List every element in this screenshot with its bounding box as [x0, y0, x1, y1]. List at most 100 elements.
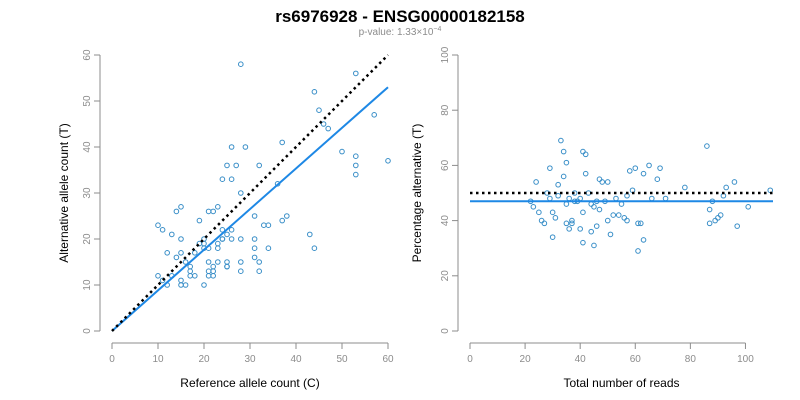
data-point [210, 268, 216, 275]
data-point [560, 148, 567, 155]
data-point [657, 165, 663, 171]
data-point [169, 231, 175, 238]
data-point [717, 212, 724, 218]
x-tick-label: 50 [336, 354, 348, 365]
data-point [178, 250, 184, 256]
data-point [182, 282, 189, 288]
data-point [353, 153, 359, 159]
data-point [596, 176, 603, 182]
data-point [178, 204, 184, 210]
data-point [228, 236, 235, 242]
data-point [224, 263, 230, 270]
data-point [745, 204, 752, 210]
data-point [569, 217, 575, 224]
data-point [155, 222, 161, 228]
data-point [536, 209, 542, 216]
reference-line [111, 54, 389, 332]
data-point [549, 234, 556, 240]
data-point [279, 217, 286, 224]
data-point [228, 176, 235, 182]
data-point [159, 227, 166, 233]
data-point [604, 179, 611, 185]
data-point [530, 204, 537, 210]
data-point [187, 273, 193, 279]
data-point [238, 61, 244, 67]
data-point [238, 190, 244, 196]
data-point [215, 240, 221, 247]
data-point [558, 137, 564, 144]
data-point [311, 89, 318, 95]
x-tick-label: 40 [290, 354, 302, 365]
data-point [325, 125, 332, 132]
data-point [646, 162, 652, 169]
x-tick-label: 80 [685, 354, 697, 365]
data-point [353, 70, 359, 77]
data-point [205, 268, 212, 275]
data-point [706, 206, 713, 213]
data-point [640, 170, 647, 177]
data-point [178, 236, 184, 242]
data-point [599, 179, 606, 185]
data-point [580, 239, 586, 246]
data-point [311, 245, 318, 251]
data-point [284, 213, 290, 219]
x-axis-label: Total number of reads [563, 376, 679, 390]
data-point [178, 282, 184, 288]
data-point [635, 220, 641, 227]
x-tick-label: 30 [244, 354, 256, 365]
data-point [238, 268, 244, 275]
data-point [228, 227, 235, 233]
data-point [580, 148, 586, 155]
data-point [613, 195, 619, 202]
data-point [224, 259, 230, 265]
data-point [541, 220, 548, 227]
data-point [265, 222, 272, 228]
data-point [155, 273, 161, 279]
data-point [385, 158, 391, 164]
data-point [626, 168, 633, 174]
data-point [649, 195, 655, 202]
y-tick-label: 30 [82, 187, 93, 199]
x-tick-label: 10 [152, 354, 164, 365]
x-tick-label: 100 [737, 354, 754, 365]
y-tick-label: 50 [82, 95, 93, 107]
data-point [224, 162, 230, 169]
scatter-panel-percentage: 0 20 40 60 80 100 0 20 40 60 80 100 Total number of … [410, 46, 774, 390]
data-point [215, 204, 221, 210]
y-tick-label: 10 [82, 279, 93, 291]
data-point [662, 195, 669, 202]
data-point [215, 245, 221, 251]
data-point [566, 195, 572, 202]
data-point [555, 192, 561, 199]
y-tick-label: 40 [440, 215, 451, 227]
data-point [353, 171, 359, 178]
data-point [201, 282, 207, 288]
data-point [238, 259, 244, 265]
data-point [566, 226, 572, 232]
data-point [159, 277, 166, 284]
data-point [219, 236, 226, 242]
x-tick-label: 0 [109, 354, 115, 365]
data-point [242, 144, 249, 150]
data-point [196, 217, 203, 224]
data-point [593, 223, 600, 229]
chart-subtitle: p-value: 1.33×10−4 [359, 26, 442, 38]
data-point [637, 220, 644, 227]
data-point [715, 215, 721, 221]
data-point [547, 195, 553, 202]
data-point [205, 208, 212, 215]
y-tick-label: 80 [440, 104, 451, 116]
data-point [621, 215, 628, 221]
data-point [320, 121, 327, 127]
data-point [215, 259, 221, 265]
data-point [187, 268, 193, 275]
data-point [712, 217, 718, 224]
y-tick-label: 0 [440, 328, 451, 334]
data-point [251, 213, 258, 219]
data-point [205, 259, 212, 265]
fit-line [111, 86, 389, 332]
y-tick-label: 40 [82, 141, 93, 153]
data-point [569, 220, 575, 227]
data-point [640, 237, 647, 243]
data-point [560, 173, 567, 180]
